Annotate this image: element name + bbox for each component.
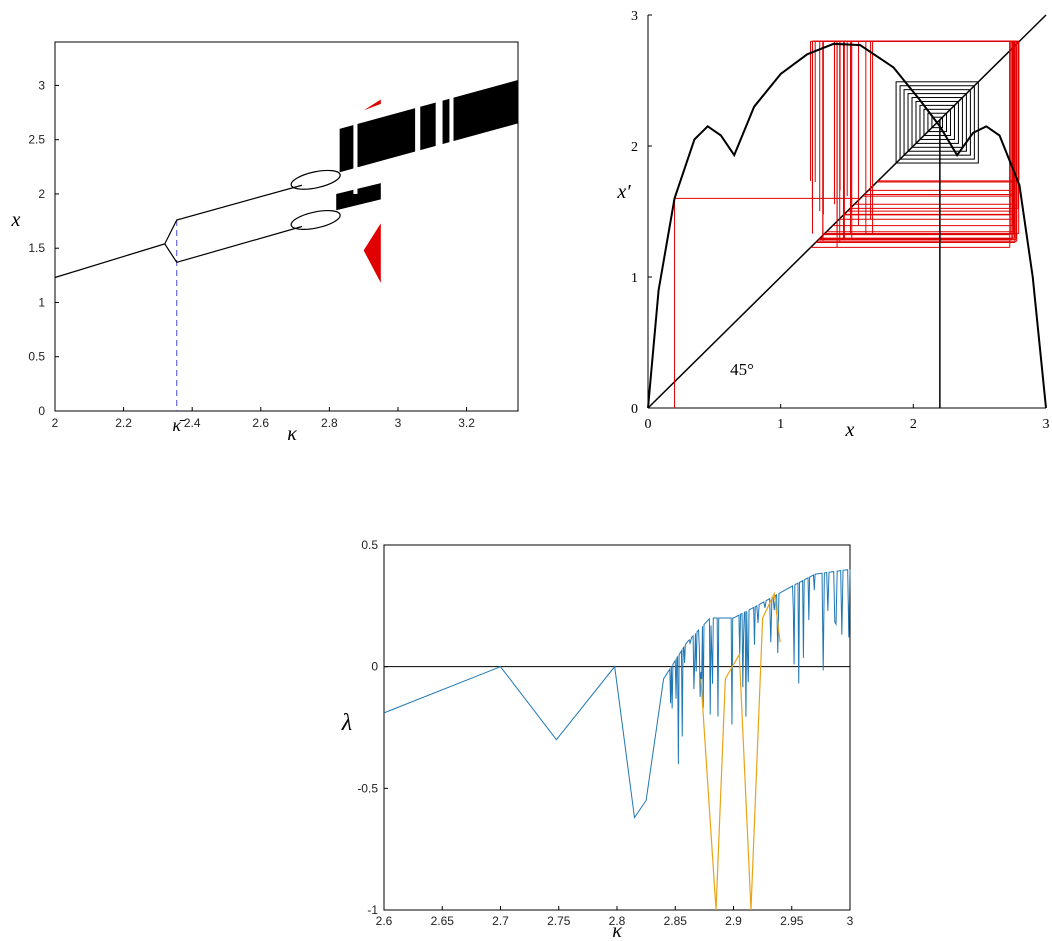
y-tick-label: -1 [367,903,378,917]
x-tick-label: 2.85 [664,914,688,928]
upper-loop [290,169,341,190]
x-tick-label: 2 [52,416,59,430]
x-tick-label: 2.75 [547,914,571,928]
single-branch [54,243,165,279]
lower-loop [290,209,341,230]
y-tick-label: 0 [631,402,638,417]
plot-frame [54,41,519,412]
chaotic-band-lower [336,183,381,211]
y-axis-label: λ [341,710,352,736]
red-region-bottom [363,223,381,283]
cobweb-square [903,89,971,156]
x-tick-label: 3 [1043,417,1050,432]
x-tick-label: 2.8 [321,416,338,430]
x-tick-label: 2.8 [609,914,626,928]
y-axis-label: x [11,209,21,231]
upper-branch [164,184,303,245]
x-tick-label: 2.95 [780,914,804,928]
y-tick-label: 2 [38,187,45,201]
x-tick-label: 1 [777,417,784,432]
cobweb-square [907,93,967,152]
cobweb-square [931,116,944,129]
y-tick-label: 1 [38,295,45,309]
cobweb-square [923,108,951,137]
x-tick-label: 2.6 [376,914,393,928]
x-tick-label: 2.65 [431,914,455,928]
chaotic-band-upper [339,79,518,173]
x-tick-label: 2.4 [184,416,201,430]
red-region-top [363,99,381,111]
y-axis-label: x′ [616,181,631,203]
x-axis-label: x [845,419,855,441]
plot-frame [383,544,851,911]
y-tick-label: 3 [38,78,45,92]
map-curve [647,42,1047,409]
y-tick-label: 2 [631,140,638,155]
y-tick-label: 1 [631,271,638,286]
lower-branch [164,225,303,264]
cobweb-square [895,81,979,164]
periodic-window [435,79,443,194]
x-axis-label: κ [287,423,297,445]
diagonal-line [647,14,1047,409]
x-tick-label: 2.7 [492,914,509,928]
y-tick-label: 3 [631,9,638,24]
cobweb-square [927,112,948,133]
periodic-window [449,79,454,194]
x-tick-label: 2.9 [725,914,742,928]
cobweb-square [899,85,975,160]
y-tick-label: 0 [38,404,45,418]
cobweb-square [915,100,959,144]
y-tick-label: 0.5 [361,538,378,552]
y-tick-label: 2.5 [28,133,45,147]
y-tick-label: 0.5 [28,350,45,364]
lyapunov-series-blue [383,569,851,819]
x-tick-label: 3 [395,416,402,430]
lyapunov-series-orange [700,591,781,911]
y-tick-label: 0 [371,660,378,674]
cobweb-square [919,104,955,140]
x-tick-label: 0 [645,417,652,432]
y-tick-label: -0.5 [357,781,378,795]
periodic-window [415,79,421,194]
x-tick-label: 2 [910,417,917,432]
x-axis-label: κ [612,920,622,941]
y-tick-label: 1.5 [28,241,45,255]
cobweb-square [911,97,963,148]
x-tick-label: 2.6 [252,416,269,430]
angle-annotation: 45° [730,360,754,379]
x-tick-label: 3 [847,914,854,928]
periodic-window [353,79,358,194]
x-tick-label: 2.2 [115,416,132,430]
x-tick-label: 3.2 [458,416,475,430]
